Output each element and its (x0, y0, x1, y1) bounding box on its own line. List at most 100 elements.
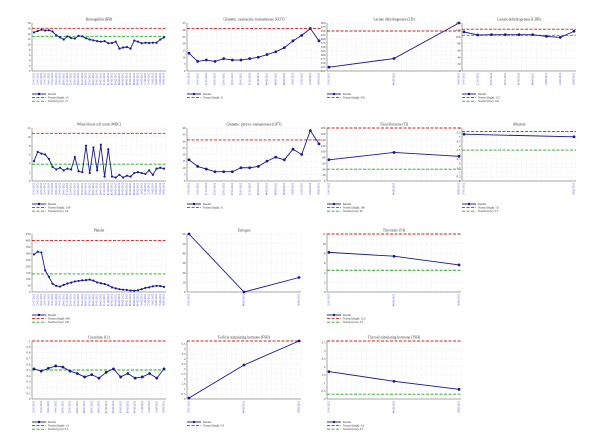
y-tick-label: 0.7 (27, 357, 31, 361)
x-tick-label: 29-01-2012 (504, 72, 507, 85)
data-point (392, 254, 396, 258)
y-tick-label: 0.9 (27, 345, 31, 349)
y-tick-label: 3 (459, 153, 461, 157)
data-point (148, 169, 151, 172)
data-point (327, 65, 331, 69)
x-tick-label: 13-02-2012 (151, 182, 154, 195)
x-tick-label: 07-02-2012 (129, 72, 132, 85)
data-point (84, 279, 88, 282)
y-tick-label: 2 (324, 365, 326, 369)
data-point (317, 142, 321, 146)
y-tick-label: 475 (321, 25, 326, 29)
x-tick-label: 13-02-2012 (151, 293, 154, 306)
y-tick-label: 0 (29, 290, 31, 294)
chart-svg: Glutamic oxaloacetic transaminase (GOT) 0… (182, 18, 322, 100)
legend-label: Results (203, 93, 211, 96)
x-tick-label: 31-01-2012 (248, 182, 251, 195)
data-point (300, 33, 304, 37)
x-tick-label: 30-01-2012 (99, 72, 102, 85)
legend-marker (37, 92, 41, 96)
x-tick-label: 23-01-2012 (214, 182, 217, 195)
chart-panel: Lactate dehydrogenase (LDH) 0 20 40 60 80 100 1… (450, 17, 580, 107)
y-tick-label: 40 (182, 251, 186, 255)
y-tick-label: 80 (322, 156, 326, 160)
x-tick-label: 31-01-2012 (103, 182, 106, 195)
x-tick-label: 09-02-2012 (137, 182, 140, 195)
data-point (308, 27, 312, 30)
x-tick-label: 12-02-2012 (300, 72, 303, 85)
legend-label: Results (478, 203, 486, 206)
y-tick-label: 4 (184, 357, 186, 361)
x-tick-label: 09-02-2012 (137, 72, 140, 85)
y-tick-label: 0 (459, 69, 461, 73)
legend-marker (37, 313, 41, 317)
data-point (73, 156, 76, 159)
y-tick-label: 180 (321, 126, 326, 130)
y-tick-label: 120 (456, 28, 461, 32)
x-tick-label: 02-02-2012 (257, 72, 260, 85)
y-tick-label: 1 (324, 381, 326, 385)
x-tick-label: 15-02-2012 (159, 293, 162, 306)
y-tick-label: 1 (184, 387, 186, 391)
x-tick-label: 06-02-2012 (531, 72, 534, 85)
data-point (97, 376, 101, 380)
legend-label: Results (343, 93, 351, 96)
x-tick-label: 28-01-2012 (92, 72, 95, 85)
y-tick-label: 0 (29, 397, 31, 401)
data-point (222, 57, 226, 61)
axis (31, 341, 166, 400)
data-point (104, 370, 108, 374)
x-tick-label: 04-02-2012 (118, 293, 121, 306)
y-tick-label: 12 (27, 37, 31, 41)
data-point (96, 169, 99, 172)
y-tick-label: 20 (182, 42, 186, 46)
series-line (33, 251, 165, 292)
data-point (83, 375, 86, 379)
data-point (457, 263, 461, 267)
y-tick-label: 35 (182, 133, 186, 137)
y-tick-label: 14 (27, 32, 31, 36)
y-tick-label: 40 (182, 126, 186, 130)
data-point (129, 289, 132, 292)
chart-title: Thyroid stimulating hormone (TSH) (368, 336, 421, 340)
y-tick-label: 6 (324, 261, 326, 265)
y-tick-label: 60 (457, 49, 461, 53)
data-point (151, 173, 154, 176)
data-point (140, 288, 143, 291)
x-tick-label: 13-02-2012 (148, 400, 151, 413)
series-line (463, 133, 575, 138)
series-line (33, 144, 165, 178)
x-tick-label: 19-01-2012 (59, 72, 62, 85)
data-point (40, 28, 43, 31)
x-tick-label: 02-02-2012 (257, 182, 260, 195)
x-tick-label: 28-01-2012 (92, 182, 95, 195)
y-tick-label: 1.5 (182, 382, 186, 386)
x-tick-label: 12-02-2012 (148, 293, 151, 306)
x-tick-label: 15-02-2012 (159, 72, 162, 85)
y-tick-label: 375 (321, 41, 326, 45)
x-tick-label: 02-02-2012 (111, 293, 114, 306)
data-point (248, 166, 252, 170)
x-tick-label: 17-01-2012 (463, 182, 466, 195)
data-point (75, 372, 79, 375)
x-tick-label: 04-02-2012 (118, 182, 121, 195)
y-tick-label: 0 (184, 179, 186, 183)
data-point (133, 376, 137, 380)
data-point (291, 147, 295, 151)
y-tick-label: 20 (322, 173, 326, 177)
data-point (162, 36, 166, 39)
y-tick-label: 160 (321, 132, 326, 136)
x-tick-label: 13-01-2012 (36, 182, 39, 195)
x-tick-label: 10-02-2012 (292, 72, 295, 85)
chart-panel: Glutamic pyruvic transaminase (GPT) 0 5 10 1… (175, 122, 325, 217)
x-tick-label: 07-02-2012 (129, 293, 132, 306)
x-tick-label: 16-02-2012 (298, 400, 301, 413)
data-point (230, 170, 234, 174)
x-tick-label: 11-02-2012 (144, 293, 147, 306)
y-tick-label: 15 (182, 159, 186, 163)
data-point (122, 176, 125, 179)
y-tick-label: 5.5 (182, 342, 186, 346)
data-point (242, 363, 246, 367)
y-tick-label: 6 (29, 153, 31, 157)
legend-marker (467, 202, 471, 206)
